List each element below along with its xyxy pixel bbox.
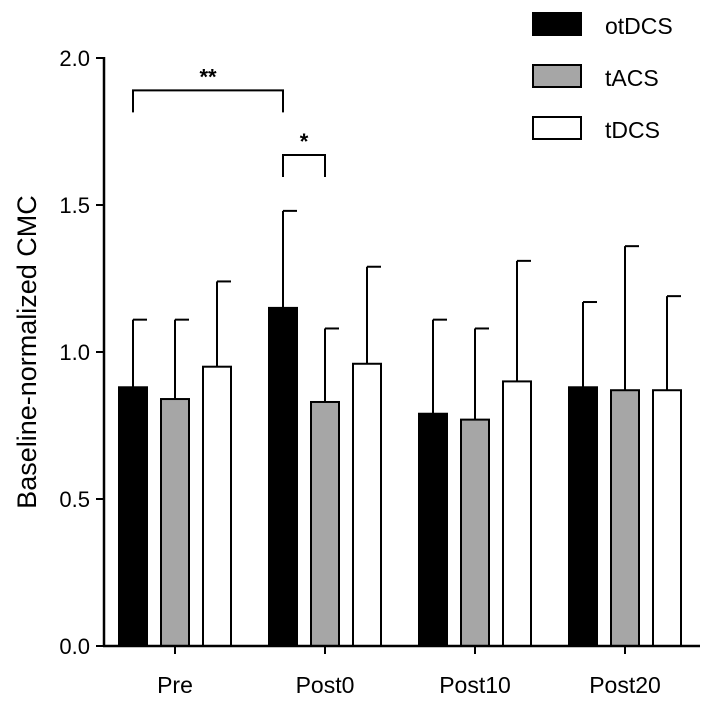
x-tick-label-Post0: Post0	[296, 672, 355, 698]
bar-tDCS-Pre	[202, 365, 232, 647]
significance-bracket-2	[282, 154, 326, 178]
bar-tACS-Post20	[610, 389, 640, 647]
y-tick-label-0.0: 0.0	[59, 634, 90, 659]
y-tick-label-1.5: 1.5	[59, 193, 90, 218]
y-tick-label-2.0: 2.0	[59, 46, 90, 71]
legend-label-otDCS: otDCS	[605, 13, 673, 39]
legend-label-tACS: tACS	[605, 65, 659, 91]
legend-label-tDCS: tDCS	[605, 117, 660, 143]
legend-swatch-otDCS	[532, 12, 582, 36]
bar-tDCS-Post10	[502, 380, 532, 647]
y-tick-label-0.5: 0.5	[59, 487, 90, 512]
bar-tACS-Pre	[160, 398, 190, 648]
bar-otDCS-Post20	[568, 386, 598, 647]
bar-otDCS-Post0	[268, 306, 298, 647]
legend-swatch-tDCS	[532, 116, 582, 140]
legend-swatch-tACS	[532, 64, 582, 88]
x-tick-label-Pre: Pre	[157, 672, 193, 698]
y-axis-label: Baseline-normalized CMC	[12, 195, 42, 509]
bar-tDCS-Post20	[652, 389, 682, 647]
x-tick-label-Post20: Post20	[589, 672, 661, 698]
significance-label-2: *	[300, 129, 309, 154]
bar-tACS-Post0	[310, 400, 340, 648]
significance-bracket-1	[132, 89, 284, 113]
bar-tACS-Post10	[460, 418, 490, 647]
y-tick-label-1.0: 1.0	[59, 340, 90, 365]
bar-tDCS-Post0	[352, 362, 382, 647]
bar-otDCS-Post10	[418, 412, 448, 647]
bar-otDCS-Pre	[118, 386, 148, 647]
x-tick-label-Post10: Post10	[439, 672, 511, 698]
significance-label-1: **	[199, 64, 217, 89]
